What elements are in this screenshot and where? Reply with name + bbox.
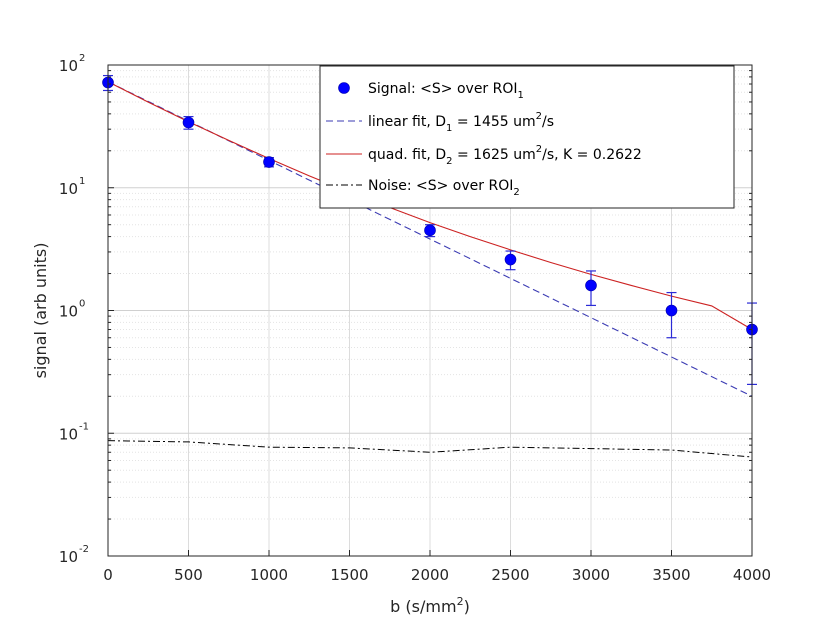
- x-axis-ticks: 0 500 1000 1500 2000 2500 3000 3500 4000: [103, 550, 771, 584]
- x-tick-label: 2500: [491, 566, 529, 584]
- legend-marker-signal: [338, 82, 350, 94]
- signal-point: [665, 304, 678, 317]
- legend-label: Noise: <S> over ROI2: [368, 178, 520, 198]
- legend-label: quad. fit, D2 = 1625 um2/s, K = 0.2622: [368, 144, 642, 167]
- y-tick-label: 10: [59, 303, 78, 321]
- y-tick-exponent: -1: [79, 421, 89, 432]
- y-axis-label: signal (arb units): [31, 243, 50, 379]
- signal-point: [263, 156, 275, 168]
- y-tick-exponent: 0: [79, 299, 85, 310]
- noise-line: [107, 440, 753, 458]
- x-tick-label: 3000: [572, 566, 610, 584]
- y-tick-label: 10: [59, 180, 78, 198]
- signal-point: [585, 279, 597, 292]
- x-tick-label: 500: [174, 566, 203, 584]
- x-tick-label: 2000: [411, 566, 449, 584]
- x-tick-label: 4000: [733, 566, 771, 584]
- y-tick-label: 10: [59, 548, 78, 566]
- y-tick-label: 10: [59, 57, 78, 75]
- legend-label: Signal: <S> over ROI1: [368, 81, 524, 101]
- x-tick-label: 1500: [330, 566, 368, 584]
- x-tick-label: 0: [103, 566, 113, 584]
- legend: Signal: <S> over ROI1 linear fit, D1 = 14…: [319, 65, 735, 209]
- x-tick-label: 1000: [250, 566, 288, 584]
- quadratic-fit-line: [107, 81, 753, 330]
- y-tick-exponent: 1: [79, 176, 85, 187]
- legend-box: [319, 65, 735, 209]
- signal-point: [424, 224, 436, 237]
- signal-point: [182, 116, 195, 129]
- y-tick-label: 10: [59, 425, 78, 443]
- signal-point: [504, 253, 517, 266]
- x-axis-label: b (s/mm2): [390, 595, 470, 616]
- y-tick-exponent: 2: [79, 53, 85, 64]
- legend-label: linear fit, D1 = 1455 um2/s: [368, 111, 554, 134]
- x-tick-label: 3500: [652, 566, 690, 584]
- y-tick-exponent: -2: [79, 544, 89, 555]
- linear-fit-line: [107, 81, 753, 397]
